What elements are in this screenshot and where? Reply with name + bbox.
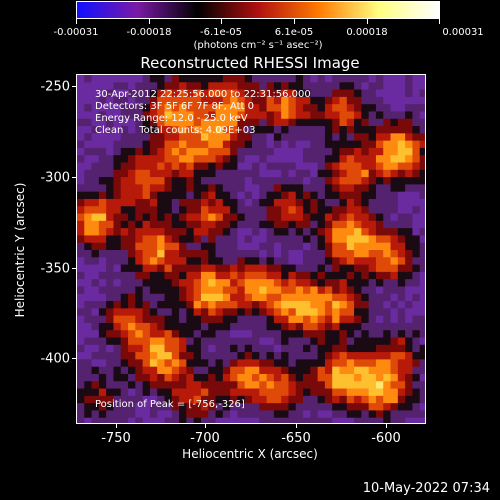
detectors-annotation: Detectors: 3F 5F 6F 7F 8F, Att 0 (95, 101, 255, 112)
image-title: Reconstructed RHESSI Image (140, 54, 360, 72)
render-timestamp: 10-May-2022 07:34 (362, 481, 490, 496)
colorbar-tick (367, 19, 368, 24)
image-plot-area: 30-Apr-2012 22:25:56.000 to 22:31:56.000… (76, 74, 426, 424)
y-axis-tick (72, 268, 76, 269)
rhessi-heatmap (77, 75, 425, 423)
peak-position-annotation: Position of Peak = [-756,-326] (95, 399, 245, 410)
x-axis-tick (386, 424, 387, 428)
colorbar-tick-label: 0.00018 (346, 27, 388, 38)
time-range-annotation: 30-Apr-2012 22:25:56.000 to 22:31:56.000 (95, 89, 311, 100)
x-axis-tick (296, 424, 297, 428)
clean-counts-annotation: Clean Total counts: 4.09E+03 (95, 125, 256, 136)
y-axis-tick-label: -250 (40, 79, 70, 95)
energy-range-annotation: Energy Range: 12.0 - 25.0 keV (95, 113, 248, 124)
colorbar-tick-label: 6.1e-05 (274, 27, 314, 38)
colorbar-tick (76, 19, 77, 24)
colorbar-tick-label: -6.1e-05 (200, 27, 242, 38)
colorbar-unit-label: (photons cm⁻² s⁻¹ asec⁻²) (193, 40, 323, 51)
colorbar-tick (439, 19, 440, 24)
colorbar-tick (294, 19, 295, 24)
x-axis-tick-label: -750 (101, 431, 131, 446)
colorbar-tick-label: -0.00018 (126, 27, 172, 38)
x-axis-tick (116, 424, 117, 428)
colorbar-tick-label: -0.00031 (53, 27, 99, 38)
y-axis-tick (72, 86, 76, 87)
x-axis-title: Heliocentric X (arcsec) (182, 447, 318, 461)
colorbar-tick (221, 19, 222, 24)
x-axis-tick-label: -600 (371, 431, 401, 446)
y-axis-tick-label: -300 (40, 170, 70, 186)
colorbar (76, 1, 440, 19)
y-axis-tick (72, 177, 76, 178)
y-axis-title: Heliocentric Y (arcsec) (13, 182, 27, 318)
x-axis-tick-label: -650 (281, 431, 311, 446)
x-axis-tick-label: -700 (190, 431, 220, 446)
y-axis-tick (72, 358, 76, 359)
colorbar-tick (149, 19, 150, 24)
y-axis-tick-label: -350 (40, 261, 70, 277)
x-axis-tick (205, 424, 206, 428)
y-axis-tick-label: -400 (40, 351, 70, 367)
colorbar-tick-label: 0.00031 (442, 27, 484, 38)
